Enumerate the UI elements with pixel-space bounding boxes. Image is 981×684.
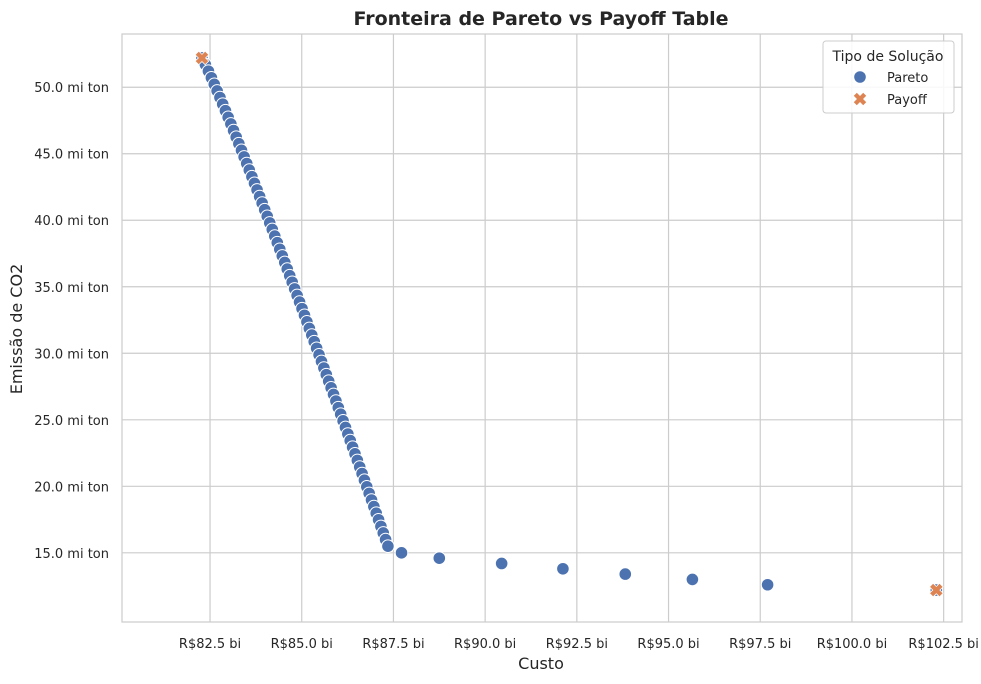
pareto-point — [432, 551, 447, 565]
y-tick-label: 15.0 mi ton — [34, 547, 109, 562]
legend-payoff-marker — [852, 91, 868, 107]
y-tick-label: 25.0 mi ton — [34, 414, 109, 429]
x-tick-label: R$87.5 bi — [362, 637, 424, 652]
x-axis-label: Custo — [518, 654, 564, 673]
legend-title: Tipo de Solução — [832, 49, 944, 65]
payoff-series — [194, 50, 944, 598]
y-tick-label: 30.0 mi ton — [34, 347, 109, 362]
pareto-point — [494, 556, 509, 571]
x-tick-label: R$92.5 bi — [546, 637, 608, 652]
legend: Tipo de Solução Pareto Payoff — [822, 40, 955, 114]
pareto-point — [618, 567, 633, 581]
y-tick-label: 50.0 mi ton — [34, 81, 109, 96]
plot-area — [121, 33, 963, 623]
x-tick-label: R$82.5 bi — [179, 637, 241, 652]
pareto-point — [760, 577, 775, 592]
payoff-point — [194, 50, 210, 66]
legend-entry-label: Payoff — [887, 93, 928, 108]
payoff-point — [928, 582, 944, 598]
x-tick-label: R$100.0 bi — [817, 637, 888, 652]
pareto-point — [394, 546, 409, 560]
pareto-series — [195, 51, 944, 597]
x-tick-label: R$102.5 bi — [908, 637, 979, 652]
pareto-point — [556, 561, 570, 576]
x-tick-label: R$90.0 bi — [454, 637, 516, 652]
y-axis-label: Emissão de CO2 — [7, 264, 26, 395]
x-tick-label: R$95.0 bi — [637, 637, 699, 652]
chart-title: Fronteira de Pareto vs Payoff Table — [353, 8, 728, 30]
y-tick-label: 40.0 mi ton — [34, 214, 109, 229]
pareto-point — [381, 539, 395, 553]
y-tick-label: 35.0 mi ton — [34, 281, 109, 296]
legend-entry-label: Pareto — [887, 71, 928, 86]
x-tick-label: R$85.0 bi — [271, 637, 333, 652]
pareto-point — [685, 572, 700, 587]
x-tick-label: R$97.5 bi — [729, 637, 791, 652]
y-tick-label: 20.0 mi ton — [34, 480, 109, 495]
y-tick-label: 45.0 mi ton — [34, 148, 109, 163]
legend-pareto-marker — [853, 70, 867, 84]
